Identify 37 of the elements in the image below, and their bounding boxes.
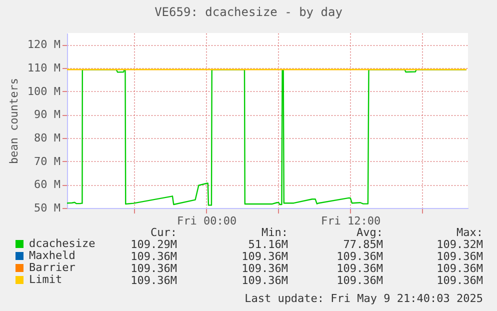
text: Min:: [262, 226, 288, 239]
y-axis-title: bean counters: [7, 78, 20, 164]
text: 51.16M: [248, 238, 288, 251]
y-tick-label: 100 M: [27, 84, 61, 98]
text: 109.32M: [436, 238, 484, 251]
text: Max:: [456, 226, 483, 239]
text: 109.36M: [336, 250, 384, 263]
text: 109.36M: [436, 250, 484, 263]
y-tick-label: 90 M: [34, 108, 61, 122]
legend-label: dcachesize: [29, 237, 96, 250]
y-tick-label: 60 M: [34, 178, 61, 192]
text: Cur:: [150, 226, 177, 239]
x-tick-label: Fri 12:00: [321, 214, 381, 228]
y-tick-label: 50 M: [34, 202, 61, 214]
text: 109.29M: [130, 238, 178, 251]
y-tick-label: 120 M: [27, 38, 61, 52]
text: 109.36M: [336, 274, 384, 287]
text: 109.36M: [436, 262, 484, 275]
text: 109.36M: [130, 250, 178, 263]
text: 109.36M: [242, 274, 288, 287]
text: 109.36M: [242, 250, 288, 263]
text: 109.36M: [130, 262, 178, 275]
text: Avg:: [356, 226, 383, 239]
y-tick-label: 80 M: [34, 132, 61, 144]
text: 109.36M: [130, 274, 178, 287]
text: 109.36M: [242, 262, 288, 275]
text: 109.36M: [436, 274, 484, 287]
x-tick-label: Fri 00:00: [176, 214, 237, 228]
legend-label: Limit: [29, 273, 62, 286]
y-tick-label: 110 M: [27, 62, 61, 74]
legend-label: Barrier: [29, 261, 76, 274]
legend-label: Maxheld: [29, 249, 76, 262]
text: 109.36M: [336, 262, 384, 275]
text: 77.85M: [343, 238, 384, 251]
chart-title: VE659: dcachesize - by day: [154, 5, 342, 19]
y-tick-label: 70 M: [34, 154, 61, 168]
text: Last update: Fri May 9 21:40:03 2025: [244, 292, 483, 305]
